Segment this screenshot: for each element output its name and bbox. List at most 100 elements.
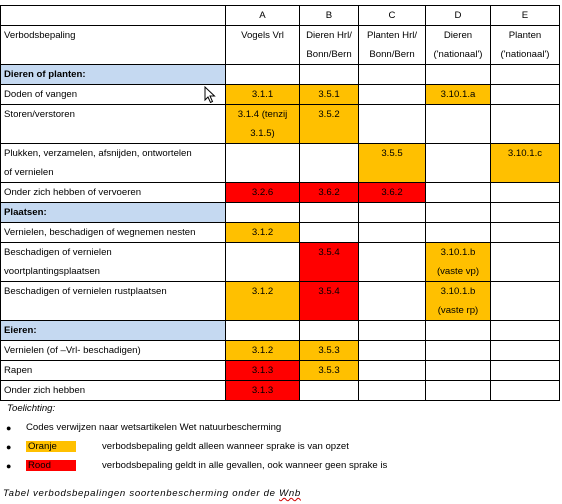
table-cell: 3.5.3: [299, 360, 359, 381]
table-cell: 3.5.5: [358, 143, 426, 183]
cell-text-line: voortplantingsplaatsen: [4, 266, 101, 277]
cell-text-line: (vaste vp): [436, 266, 480, 277]
cell-text-line: 3.5.4: [318, 286, 340, 297]
table-cell: [490, 360, 560, 381]
table-cell: [425, 222, 491, 243]
table-cell: [358, 84, 426, 105]
cell-text-line: Beschadigen of vernielen rustplaatsen: [4, 286, 167, 297]
table-cell: 3.10.1.b (vaste vp): [425, 242, 491, 282]
table-cell: 3.10.1.b (vaste rp): [425, 281, 491, 321]
section-empty-cell: [425, 202, 491, 223]
table-cell: [358, 360, 426, 381]
legend-red-desc: verbodsbepaling geldt in alle gevallen, …: [102, 460, 388, 471]
table-cell: 3.5.3: [299, 340, 359, 361]
table-row: Beschadigen of vernielen voortplantingspl…: [0, 242, 560, 282]
column-header: Dieren Hrl/Bonn/Bern: [299, 25, 359, 65]
cell-text-line: Vogels Vrl: [241, 30, 284, 41]
row-label: Vernielen (of –Vrl- beschadigen): [0, 340, 226, 361]
row-label: Beschadigen of vernielen rustplaatsen: [0, 281, 226, 321]
section-empty-cell: [299, 202, 359, 223]
section-empty-cell: [225, 202, 300, 223]
table-cell: 3.2.6: [225, 182, 300, 203]
cell-text-line: ('nationaal'): [500, 49, 550, 60]
table-cell: 3.5.1: [299, 84, 359, 105]
row-label: Beschadigen of vernielen voortplantingspl…: [0, 242, 226, 282]
table-cell: [490, 380, 560, 401]
section-empty-cell: [490, 64, 560, 85]
section-empty-cell: [490, 202, 560, 223]
table-cell: 3.10.1.a: [425, 84, 491, 105]
row-label: Storen/verstoren: [0, 104, 226, 144]
cell-text-line: 3.1.3: [251, 365, 274, 376]
table-cell: 3.1.4 (tenzij 3.1.5): [225, 104, 300, 144]
legend-codes-item: ● Codes verwijzen naar wetsartikelen Wet…: [6, 422, 281, 433]
cell-text-line: 3.5.3: [318, 345, 340, 356]
section-empty-cell: [299, 320, 359, 341]
cell-text-line: 3.5.3: [318, 365, 340, 376]
table-cell: [425, 182, 491, 203]
cell-text-line: Dieren Hrl/: [306, 30, 352, 41]
section-empty-cell: [299, 64, 359, 85]
table-caption: Tabel verbodsbepalingen soortenbeschermi…: [3, 488, 301, 499]
cell-text-line: 3.5.5: [381, 148, 403, 159]
section-empty-cell: [225, 320, 300, 341]
orange-swatch: Oranje: [26, 441, 76, 452]
cell-text-line: 3.6.2: [318, 187, 340, 198]
mouse-cursor-icon: [204, 86, 216, 104]
cell-text-line: Onder zich hebben: [4, 385, 86, 396]
table-cell: 3.1.3: [225, 360, 300, 381]
column-letter: D: [425, 5, 491, 26]
column-header: Planten ('nationaal'): [490, 25, 560, 65]
table-cell: [299, 222, 359, 243]
cell-text-line: 3.1.3: [251, 385, 274, 396]
cell-text-line: Beschadigen of vernielen: [4, 247, 112, 258]
table-cell: 3.1.1: [225, 84, 300, 105]
section-title: Eieren:: [0, 320, 226, 341]
table-row: Plukken, verzamelen, afsnijden, ontworte…: [0, 143, 560, 183]
cell-text-line: Bonn/Bern: [369, 49, 415, 60]
table-row: Onder zich hebben 3.1.3: [0, 380, 560, 401]
legend-orange-desc: verbodsbepaling geldt alleen wanneer spr…: [102, 441, 349, 452]
header-blank: [0, 5, 226, 26]
cell-text-line: ('nationaal'): [433, 49, 483, 60]
table-cell: 3.6.2: [358, 182, 426, 203]
table-cell: [425, 380, 491, 401]
cell-text-line: 3.10.1.b: [440, 286, 476, 297]
table-row: Rapen 3.1.3 3.5.3: [0, 360, 560, 381]
column-header: Vogels Vrl: [225, 25, 300, 65]
cell-text-line: 3.1.2: [251, 227, 274, 238]
table-cell: [358, 380, 426, 401]
table-cell: [225, 143, 300, 183]
cell-text-line: 3.6.2: [381, 187, 403, 198]
bullet-icon: ●: [6, 441, 12, 452]
table-cell: [425, 104, 491, 144]
table-cell: 3.6.2: [299, 182, 359, 203]
cell-text-line: Storen/verstoren: [4, 109, 75, 120]
row-label: Onder zich hebben: [0, 380, 226, 401]
cell-text-line: 3.1.2: [251, 286, 274, 297]
cell-text-line: 3.2.6: [251, 187, 274, 198]
cell-text-line: 3.1.5): [250, 128, 275, 139]
table-cell: [490, 281, 560, 321]
column-letter: E: [490, 5, 560, 26]
cell-text-line: Doden of vangen: [4, 89, 78, 100]
section-empty-cell: [425, 320, 491, 341]
row-label: Onder zich hebben of vervoeren: [0, 182, 226, 203]
section-empty-cell: [425, 64, 491, 85]
cell-text-line: Vernielen (of –Vrl- beschadigen): [4, 345, 141, 356]
table-cell: 3.1.3: [225, 380, 300, 401]
cell-text-line: Rapen: [4, 365, 33, 376]
table-cell: [425, 360, 491, 381]
column-letter: B: [299, 5, 359, 26]
legend-red-item: ● Rood verbodsbepaling geldt in alle gev…: [6, 460, 546, 471]
red-swatch: Rood: [26, 460, 76, 471]
section-header-row: Eieren:: [0, 320, 560, 341]
table-cell: [299, 380, 359, 401]
table-cell: 3.1.2: [225, 222, 300, 243]
column-letter: A: [225, 5, 300, 26]
legend-title: Toelichting:: [7, 403, 56, 414]
table-cell: [299, 143, 359, 183]
caption-text: Tabel verbodsbepalingen soortenbeschermi…: [3, 488, 280, 499]
